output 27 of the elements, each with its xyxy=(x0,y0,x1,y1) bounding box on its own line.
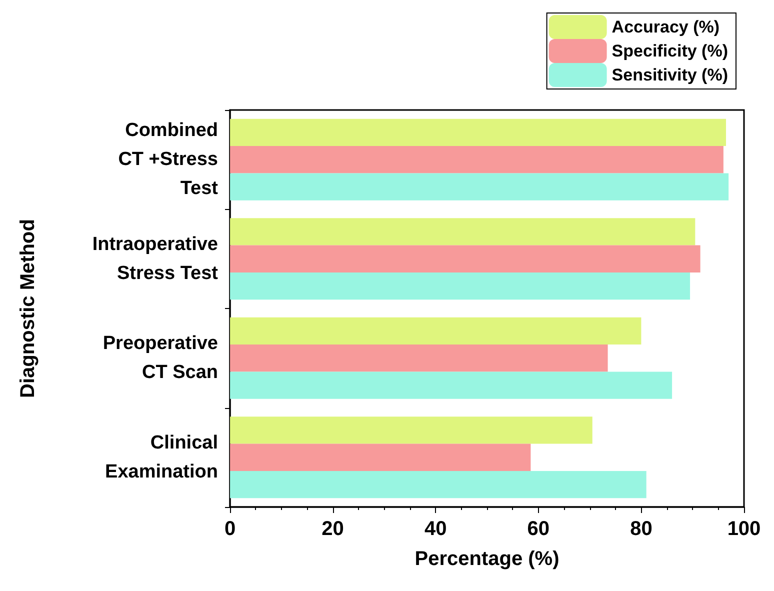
bar xyxy=(230,344,608,372)
x-tick-label: 60 xyxy=(527,518,550,540)
bar xyxy=(230,317,642,345)
bar xyxy=(230,416,592,444)
legend-label: Specificity (%) xyxy=(612,42,728,60)
legend-label: Accuracy (%) xyxy=(612,18,720,36)
bar xyxy=(230,218,696,246)
y-tick-label: Combined CT +Stress Test xyxy=(118,120,219,200)
x-tick-label: 40 xyxy=(424,518,447,540)
y-tick-label: Intraoperative Stress Test xyxy=(92,234,219,284)
y-tick-label: Clinical Examination xyxy=(105,432,218,482)
bar xyxy=(230,173,729,200)
x-tick-label: 20 xyxy=(322,518,344,540)
y-axis-title: Diagnostic Method xyxy=(17,219,39,398)
x-tick-label: 80 xyxy=(630,518,652,540)
bar xyxy=(230,372,672,399)
x-axis-title: Percentage (%) xyxy=(414,548,560,570)
bar xyxy=(230,272,690,300)
x-tick-label: 0 xyxy=(224,518,236,540)
bar xyxy=(230,444,531,471)
bar xyxy=(230,146,724,174)
bar xyxy=(230,470,646,498)
y-tick-label: Preoperative CT Scan xyxy=(102,333,218,384)
bar xyxy=(230,118,726,146)
x-tick-label: 100 xyxy=(727,518,761,540)
legend-label: Sensitivity (%) xyxy=(612,66,728,84)
bar xyxy=(230,245,700,272)
